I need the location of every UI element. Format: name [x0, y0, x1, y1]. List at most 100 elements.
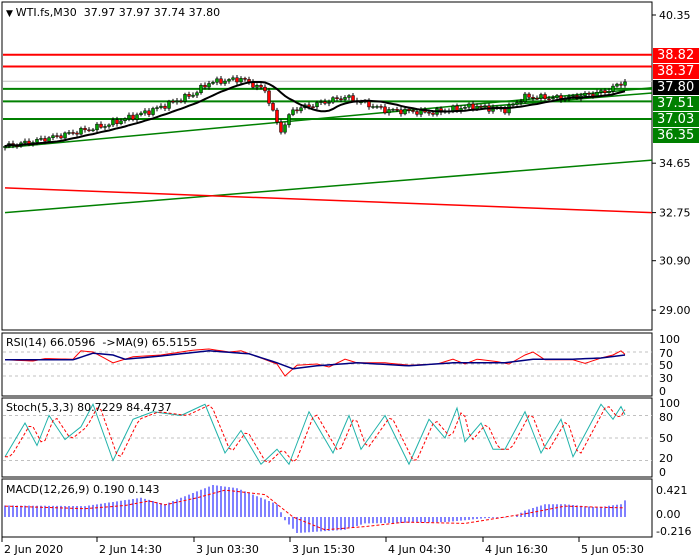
candle-body	[291, 109, 295, 115]
candle-body	[259, 85, 263, 88]
candle	[339, 95, 343, 103]
candle	[331, 96, 335, 104]
candle	[83, 125, 87, 133]
candle	[131, 112, 135, 122]
rsi-line	[4, 348, 626, 377]
candle	[127, 112, 131, 122]
candle-body	[235, 77, 239, 83]
candle-body	[171, 100, 175, 103]
candle-body	[375, 106, 379, 108]
candle	[243, 76, 247, 82]
macd-frame	[1, 478, 653, 538]
candle-body	[95, 123, 99, 131]
candle-body	[63, 132, 67, 139]
candle	[375, 104, 379, 109]
candle	[67, 129, 71, 136]
candle-body	[471, 103, 475, 110]
macd-tick-label: -0.216	[656, 525, 691, 538]
rsi-tick-label: 0	[659, 385, 666, 398]
candle-body	[207, 83, 211, 88]
candle	[539, 92, 543, 102]
candle	[203, 82, 207, 90]
candle	[391, 107, 395, 112]
symbol-header: ▼ WTI.fs,M30 37.97 37.97 37.74 37.80	[6, 6, 220, 19]
candle	[311, 103, 315, 109]
candle-body	[523, 93, 527, 102]
candle	[395, 106, 399, 113]
candle-body	[519, 101, 523, 103]
candle	[483, 103, 487, 108]
rsi-tick-label: 50	[659, 359, 673, 372]
candle-body	[287, 114, 291, 126]
candle	[91, 127, 95, 133]
candle	[163, 103, 167, 111]
candle-body	[75, 132, 79, 135]
candle	[171, 98, 175, 104]
candle-body	[367, 100, 371, 108]
candle-body	[431, 112, 435, 115]
candle-body	[611, 85, 615, 92]
candle-body	[87, 129, 91, 132]
candle-body	[279, 121, 283, 133]
candle-body	[107, 124, 111, 127]
candle-body	[387, 109, 391, 114]
candle	[195, 90, 199, 98]
candle	[623, 79, 627, 88]
candle-body	[299, 107, 303, 112]
candle	[79, 126, 83, 136]
candle-body	[543, 94, 547, 99]
candle	[399, 106, 403, 117]
stoch-tick-label: 100	[659, 397, 680, 410]
dropdown-triangle-icon[interactable]: ▼	[6, 9, 16, 19]
candle-body	[615, 83, 619, 87]
level-price-tag: 37.03	[653, 111, 699, 127]
candle-body	[479, 105, 483, 108]
candle-body	[311, 106, 315, 108]
candle-body	[403, 108, 407, 115]
stoch-tick-label: 50	[659, 432, 673, 445]
candle-body	[115, 119, 119, 124]
candle-body	[467, 103, 471, 108]
candle-body	[555, 95, 559, 98]
candle	[223, 78, 227, 86]
candle	[135, 112, 139, 123]
candle-body	[307, 104, 311, 107]
rsi-tick-label: 70	[659, 347, 673, 360]
candle-body	[23, 140, 27, 144]
candle	[227, 78, 231, 84]
candle-body	[383, 106, 387, 114]
candle	[111, 117, 115, 127]
candle-body	[503, 108, 507, 114]
candle-body	[315, 102, 319, 108]
price-tick-label: 32.75	[659, 207, 691, 220]
candle	[603, 88, 607, 95]
candle-body	[79, 128, 83, 135]
candle	[183, 92, 187, 104]
level-price-tag: 38.37	[653, 63, 699, 79]
candle	[219, 75, 223, 86]
candle-body	[159, 105, 163, 108]
candle-body	[195, 92, 199, 96]
candle-body	[59, 135, 63, 139]
candle	[587, 91, 591, 97]
candle-body	[183, 94, 187, 102]
candle-body	[295, 109, 299, 112]
time-tick-label: 3 Jun 03:30	[196, 543, 259, 556]
candle	[299, 105, 303, 114]
candle	[75, 130, 79, 137]
stoch-tick-label: 20	[659, 452, 673, 465]
candle-body	[143, 110, 147, 114]
candle-body	[51, 135, 55, 138]
candle-body	[547, 98, 551, 100]
candle-body	[67, 132, 71, 134]
candle	[55, 132, 59, 139]
candle	[159, 103, 163, 110]
main-frame	[1, 1, 653, 331]
trendline	[4, 87, 653, 149]
candle-body	[275, 109, 279, 123]
rsi-tick-label: 30	[659, 372, 673, 385]
candle-body	[347, 95, 351, 98]
time-tick-label: 4 Jun 04:30	[388, 543, 451, 556]
